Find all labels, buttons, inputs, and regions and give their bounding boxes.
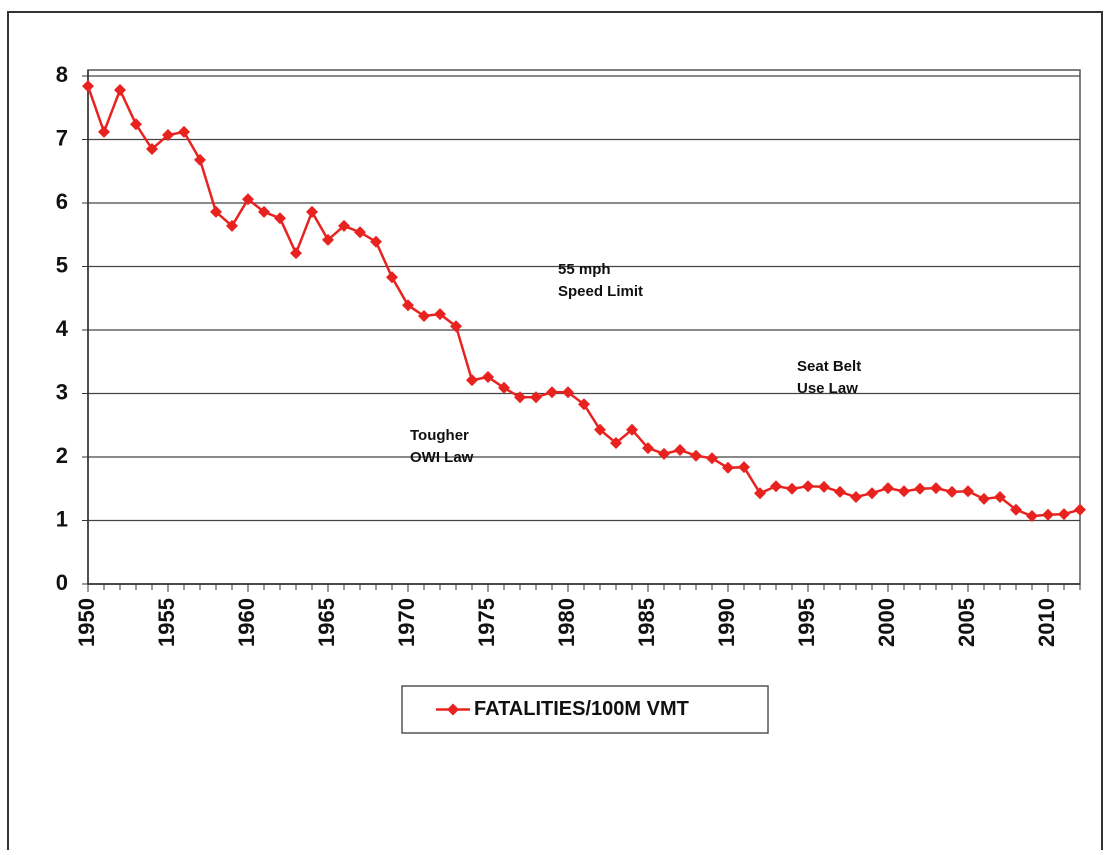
- marker: [754, 487, 766, 500]
- marker: [690, 449, 702, 462]
- marker: [914, 482, 926, 495]
- annotation: Speed Limit: [558, 283, 643, 300]
- marker: [1010, 503, 1022, 516]
- x-tick-label: 1960: [234, 598, 259, 647]
- annotation: 55 mph: [558, 261, 611, 278]
- marker: [466, 374, 478, 387]
- marker: [306, 205, 318, 218]
- y-tick-label: 1: [56, 506, 68, 531]
- y-tick-label: 2: [56, 443, 68, 468]
- marker: [482, 370, 494, 383]
- marker: [850, 491, 862, 504]
- marker: [546, 386, 558, 399]
- marker: [258, 205, 270, 218]
- marker: [354, 226, 366, 239]
- x-tick-label: 2000: [874, 598, 899, 647]
- marker: [562, 386, 574, 399]
- x-tick-label: 1995: [794, 598, 819, 647]
- marker: [706, 452, 718, 465]
- y-tick-label: 0: [56, 570, 68, 595]
- marker: [274, 212, 286, 225]
- x-tick-label: 1990: [714, 598, 739, 647]
- marker: [114, 83, 126, 96]
- marker: [386, 271, 398, 284]
- marker: [978, 492, 990, 505]
- legend-label: FATALITIES/100M VMT: [474, 698, 689, 720]
- marker: [994, 491, 1006, 504]
- marker: [418, 310, 430, 323]
- plot-area: [87, 69, 1081, 585]
- x-tick-label: 1970: [394, 598, 419, 647]
- annotation: Seat Belt: [797, 358, 861, 375]
- marker: [946, 485, 958, 498]
- marker: [962, 485, 974, 498]
- x-tick-label: 2005: [954, 598, 979, 647]
- marker: [882, 482, 894, 495]
- marker: [498, 381, 510, 394]
- marker: [866, 487, 878, 500]
- marker: [210, 205, 222, 218]
- marker: [338, 219, 350, 232]
- y-tick-label: 7: [56, 125, 68, 150]
- marker: [322, 233, 334, 246]
- y-tick-label: 8: [56, 62, 68, 87]
- x-tick-label: 1985: [634, 598, 659, 647]
- marker: [898, 485, 910, 498]
- marker: [626, 423, 638, 436]
- marker: [226, 219, 238, 232]
- marker: [514, 391, 526, 404]
- marker: [178, 125, 190, 138]
- marker: [82, 80, 94, 93]
- marker: [642, 442, 654, 455]
- marker: [450, 320, 462, 333]
- marker: [738, 461, 750, 474]
- marker: [578, 398, 590, 411]
- x-tick-label: 1965: [314, 598, 339, 647]
- marker: [1058, 508, 1070, 521]
- marker: [1042, 508, 1054, 521]
- marker: [162, 129, 174, 142]
- y-tick-label: 6: [56, 189, 68, 214]
- x-tick-label: 1975: [474, 598, 499, 647]
- marker: [674, 444, 686, 457]
- y-tick-label: 5: [56, 252, 68, 277]
- marker: [194, 153, 206, 166]
- marker: [802, 480, 814, 493]
- x-tick-label: 2010: [1034, 598, 1059, 647]
- marker: [834, 485, 846, 498]
- marker: [290, 247, 302, 260]
- marker: [1074, 503, 1086, 516]
- marker: [722, 461, 734, 474]
- x-tick-label: 1980: [554, 598, 579, 647]
- x-tick-label: 1950: [74, 598, 99, 647]
- marker: [610, 437, 622, 450]
- annotation: OWI Law: [410, 449, 474, 466]
- marker: [818, 480, 830, 493]
- marker: [242, 193, 254, 206]
- marker: [594, 423, 606, 436]
- marker: [1026, 510, 1038, 523]
- marker: [370, 235, 382, 248]
- marker: [770, 480, 782, 493]
- marker: [434, 308, 446, 321]
- marker: [98, 125, 110, 138]
- marker: [402, 299, 414, 312]
- marker: [530, 391, 542, 404]
- marker: [930, 482, 942, 495]
- x-tick-label: 1955: [154, 598, 179, 647]
- marker: [658, 447, 670, 460]
- annotation: Use Law: [797, 380, 858, 397]
- annotation: Tougher: [410, 427, 469, 444]
- marker: [786, 482, 798, 495]
- legend-marker: [447, 703, 459, 716]
- y-tick-label: 4: [56, 316, 69, 341]
- marker: [130, 118, 142, 131]
- marker: [146, 143, 158, 156]
- y-tick-label: 3: [56, 379, 68, 404]
